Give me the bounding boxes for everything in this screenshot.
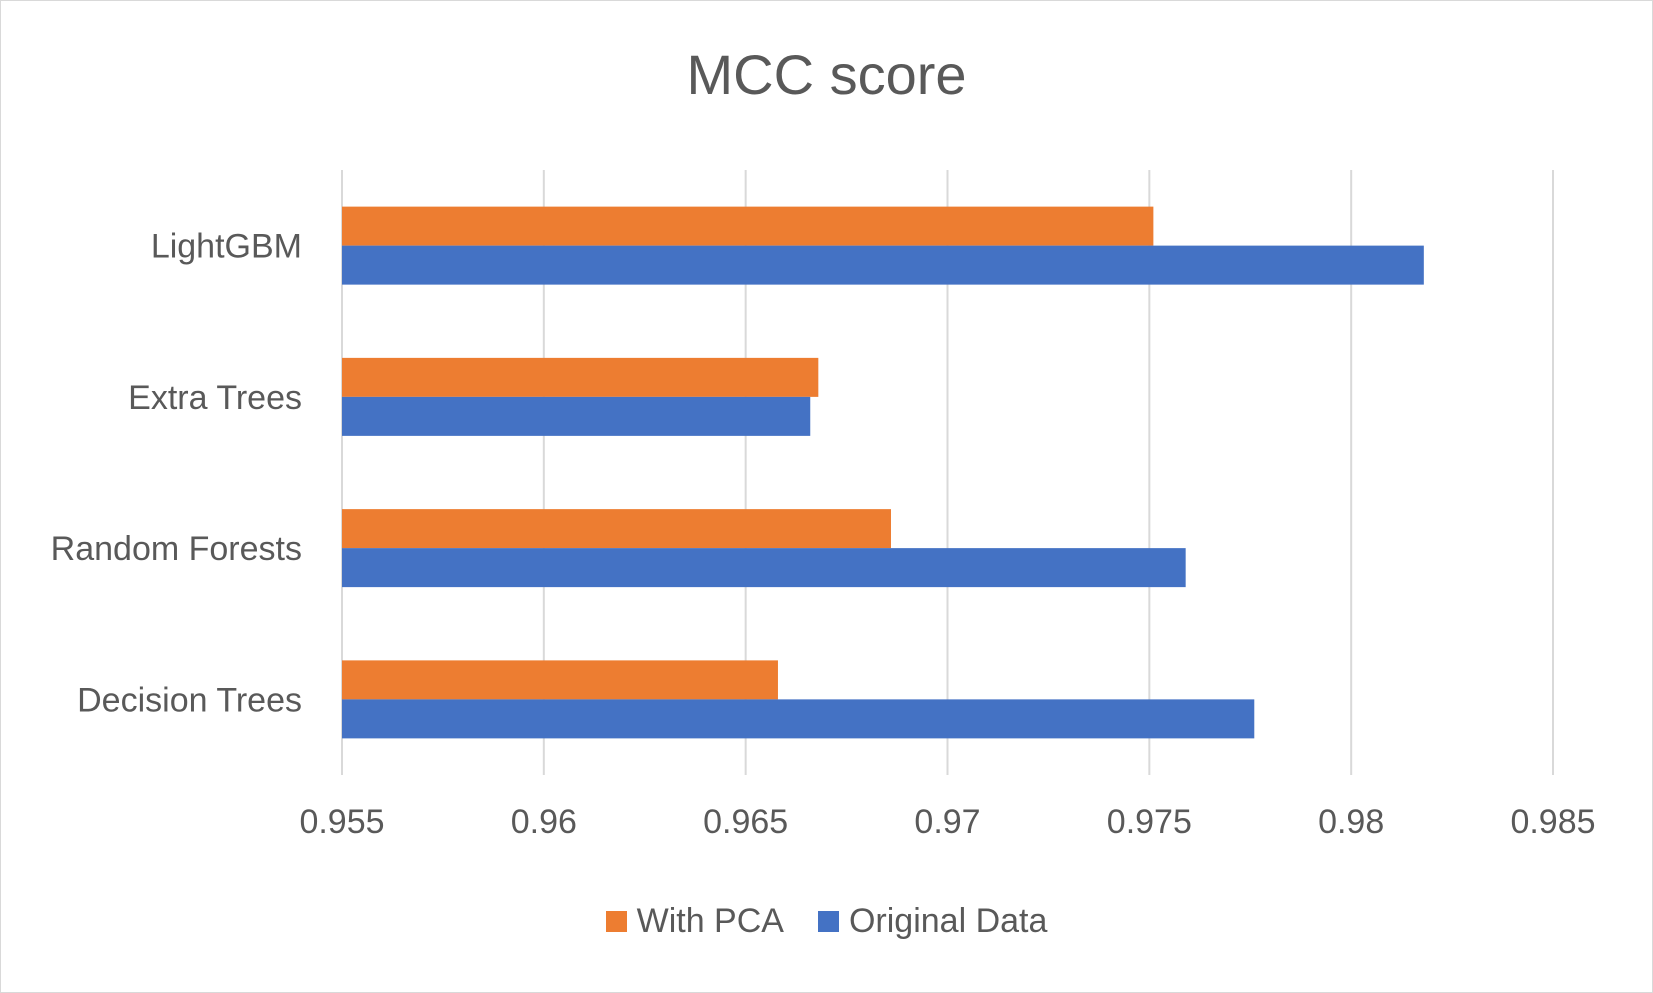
category-label-extra-trees: Extra Trees: [128, 379, 302, 417]
category-labels: LightGBM Extra Trees Random Forests Decisio…: [51, 228, 302, 720]
bar-lightgbm-original-data: [342, 245, 1424, 285]
category-label-random-forests: Random Forests: [51, 530, 302, 568]
x-tick-label: 0.965: [703, 803, 788, 841]
category-label-decision-trees: Decision Trees: [77, 681, 302, 719]
legend-label-original-data: Original Data: [848, 902, 1048, 940]
legend-swatch-original-data: [817, 911, 839, 932]
x-tick-label: 0.985: [1510, 803, 1595, 841]
bar-extra-trees-original-data: [342, 396, 811, 436]
x-tick-label: 0.98: [1318, 803, 1384, 841]
x-tick-label: 0.975: [1107, 803, 1192, 841]
bar-decision-trees-original-data: [342, 699, 1255, 739]
category-label-lightgbm: LightGBM: [151, 228, 302, 266]
bars: [342, 206, 1424, 739]
x-tick-label: 0.97: [914, 803, 980, 841]
legend-swatch-with-pca: [605, 911, 627, 932]
x-tick-label: 0.96: [511, 803, 577, 841]
bar-lightgbm-with-pca: [342, 206, 1154, 246]
legend-label-with-pca: With PCA: [636, 902, 784, 940]
x-tick-label: 0.955: [299, 803, 384, 841]
legend-item-original-data: Original Data: [817, 902, 1048, 941]
x-tick-labels: 0.955 0.96 0.965 0.97 0.975 0.98 0.985: [299, 803, 1595, 841]
bar-random-forests-with-pca: [342, 509, 891, 549]
bar-random-forests-original-data: [342, 548, 1186, 588]
legend-item-with-pca: With PCA: [605, 902, 784, 941]
chart-title: MCC score: [686, 43, 967, 106]
bar-extra-trees-with-pca: [342, 357, 819, 397]
bar-decision-trees-with-pca: [342, 660, 778, 700]
legend: With PCA Original Data: [0, 902, 1653, 941]
